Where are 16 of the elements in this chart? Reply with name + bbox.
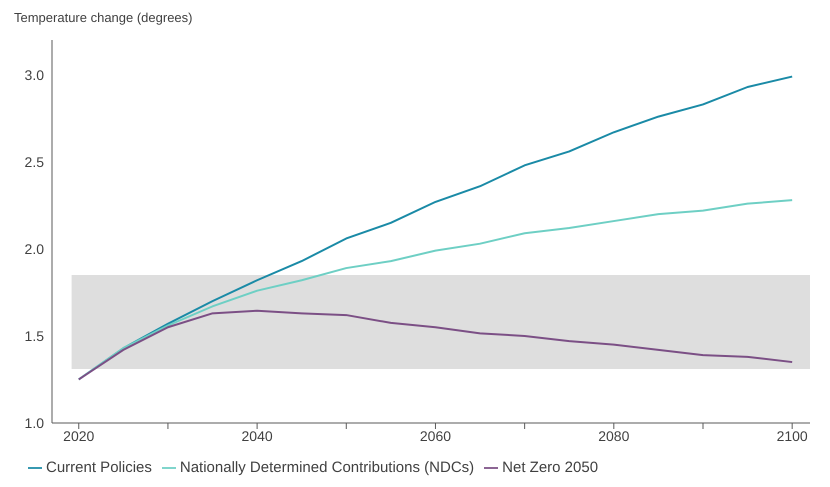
legend-label: Nationally Determined Contributions (NDCs) bbox=[180, 459, 474, 476]
legend-label: Net Zero 2050 bbox=[502, 459, 598, 476]
y-tick-label: 2.5 bbox=[24, 154, 44, 170]
legend-label: Current Policies bbox=[46, 459, 152, 476]
x-tick-label: 2080 bbox=[598, 428, 630, 444]
x-tick-label: 2040 bbox=[242, 428, 273, 444]
x-tick-label: 2060 bbox=[420, 428, 452, 444]
x-tick-label: 2020 bbox=[63, 428, 95, 444]
line-series bbox=[78, 199, 794, 380]
y-tick-label: 2.0 bbox=[24, 240, 44, 257]
line-series bbox=[78, 310, 794, 380]
x-tick-label: 2100 bbox=[776, 428, 808, 444]
y-axis-title: Temperature change (degrees) bbox=[14, 10, 192, 25]
y-tick-label: 3.0 bbox=[24, 66, 44, 83]
y-tick-label: 1.0 bbox=[24, 414, 44, 431]
y-tick-label: 1.5 bbox=[24, 328, 44, 344]
